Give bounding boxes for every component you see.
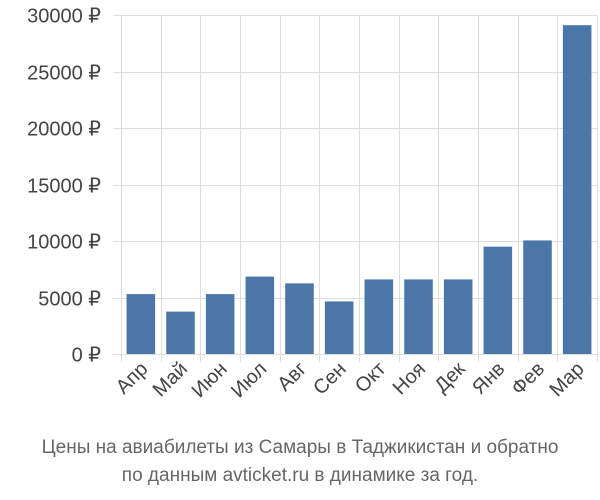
- x-tick-label: Фев: [507, 358, 549, 400]
- bar: [166, 311, 195, 354]
- x-tick-label: Сен: [309, 358, 350, 399]
- y-tick-label: 15000 ₽: [27, 176, 101, 198]
- bar: [324, 301, 354, 354]
- x-tick-label: Май: [149, 358, 192, 401]
- x-tick-label: Янв: [468, 358, 509, 399]
- bar-chart: 0 ₽ 5000 ₽ 10000 ₽ 15000 ₽ 20000 ₽ 25000 ₽ 300…: [27, 6, 598, 402]
- bar: [245, 276, 275, 354]
- bar: [404, 279, 433, 354]
- bar: [126, 294, 156, 354]
- bars: [126, 25, 592, 354]
- bar: [483, 246, 513, 354]
- y-tick-label: 5000 ₽: [38, 289, 101, 311]
- y-tick-label: 30000 ₽: [27, 6, 101, 28]
- x-tick-label: Ноя: [389, 358, 430, 399]
- bar: [523, 240, 552, 354]
- x-tick-label: Окт: [351, 358, 390, 397]
- y-axis-ticks: 0 ₽ 5000 ₽ 10000 ₽ 15000 ₽ 20000 ₽ 25000 ₽ 300…: [27, 6, 101, 367]
- y-tick-label: 10000 ₽: [27, 232, 101, 254]
- x-tick-label: Дек: [431, 358, 470, 397]
- x-tick-label: Июн: [188, 358, 232, 402]
- grid-lines: [113, 15, 598, 362]
- x-tick-label: Июл: [227, 358, 271, 402]
- x-tick-label: Апр: [112, 358, 153, 399]
- bar: [443, 279, 473, 354]
- bar: [562, 25, 592, 354]
- bar: [285, 283, 314, 354]
- bar: [364, 279, 394, 354]
- y-tick-label: 20000 ₽: [27, 119, 101, 141]
- bar: [205, 294, 235, 354]
- x-tick-label: Мар: [545, 358, 588, 401]
- y-tick-label: 25000 ₽: [27, 63, 101, 85]
- y-tick-label: 0 ₽: [72, 345, 102, 367]
- chart-caption-line-1: Цены на авиабилеты из Самары в Таджикист…: [41, 437, 559, 458]
- x-tick-label: Авг: [273, 358, 311, 396]
- chart-caption-line-2: по данным avticket.ru в динамике за год.: [121, 465, 479, 486]
